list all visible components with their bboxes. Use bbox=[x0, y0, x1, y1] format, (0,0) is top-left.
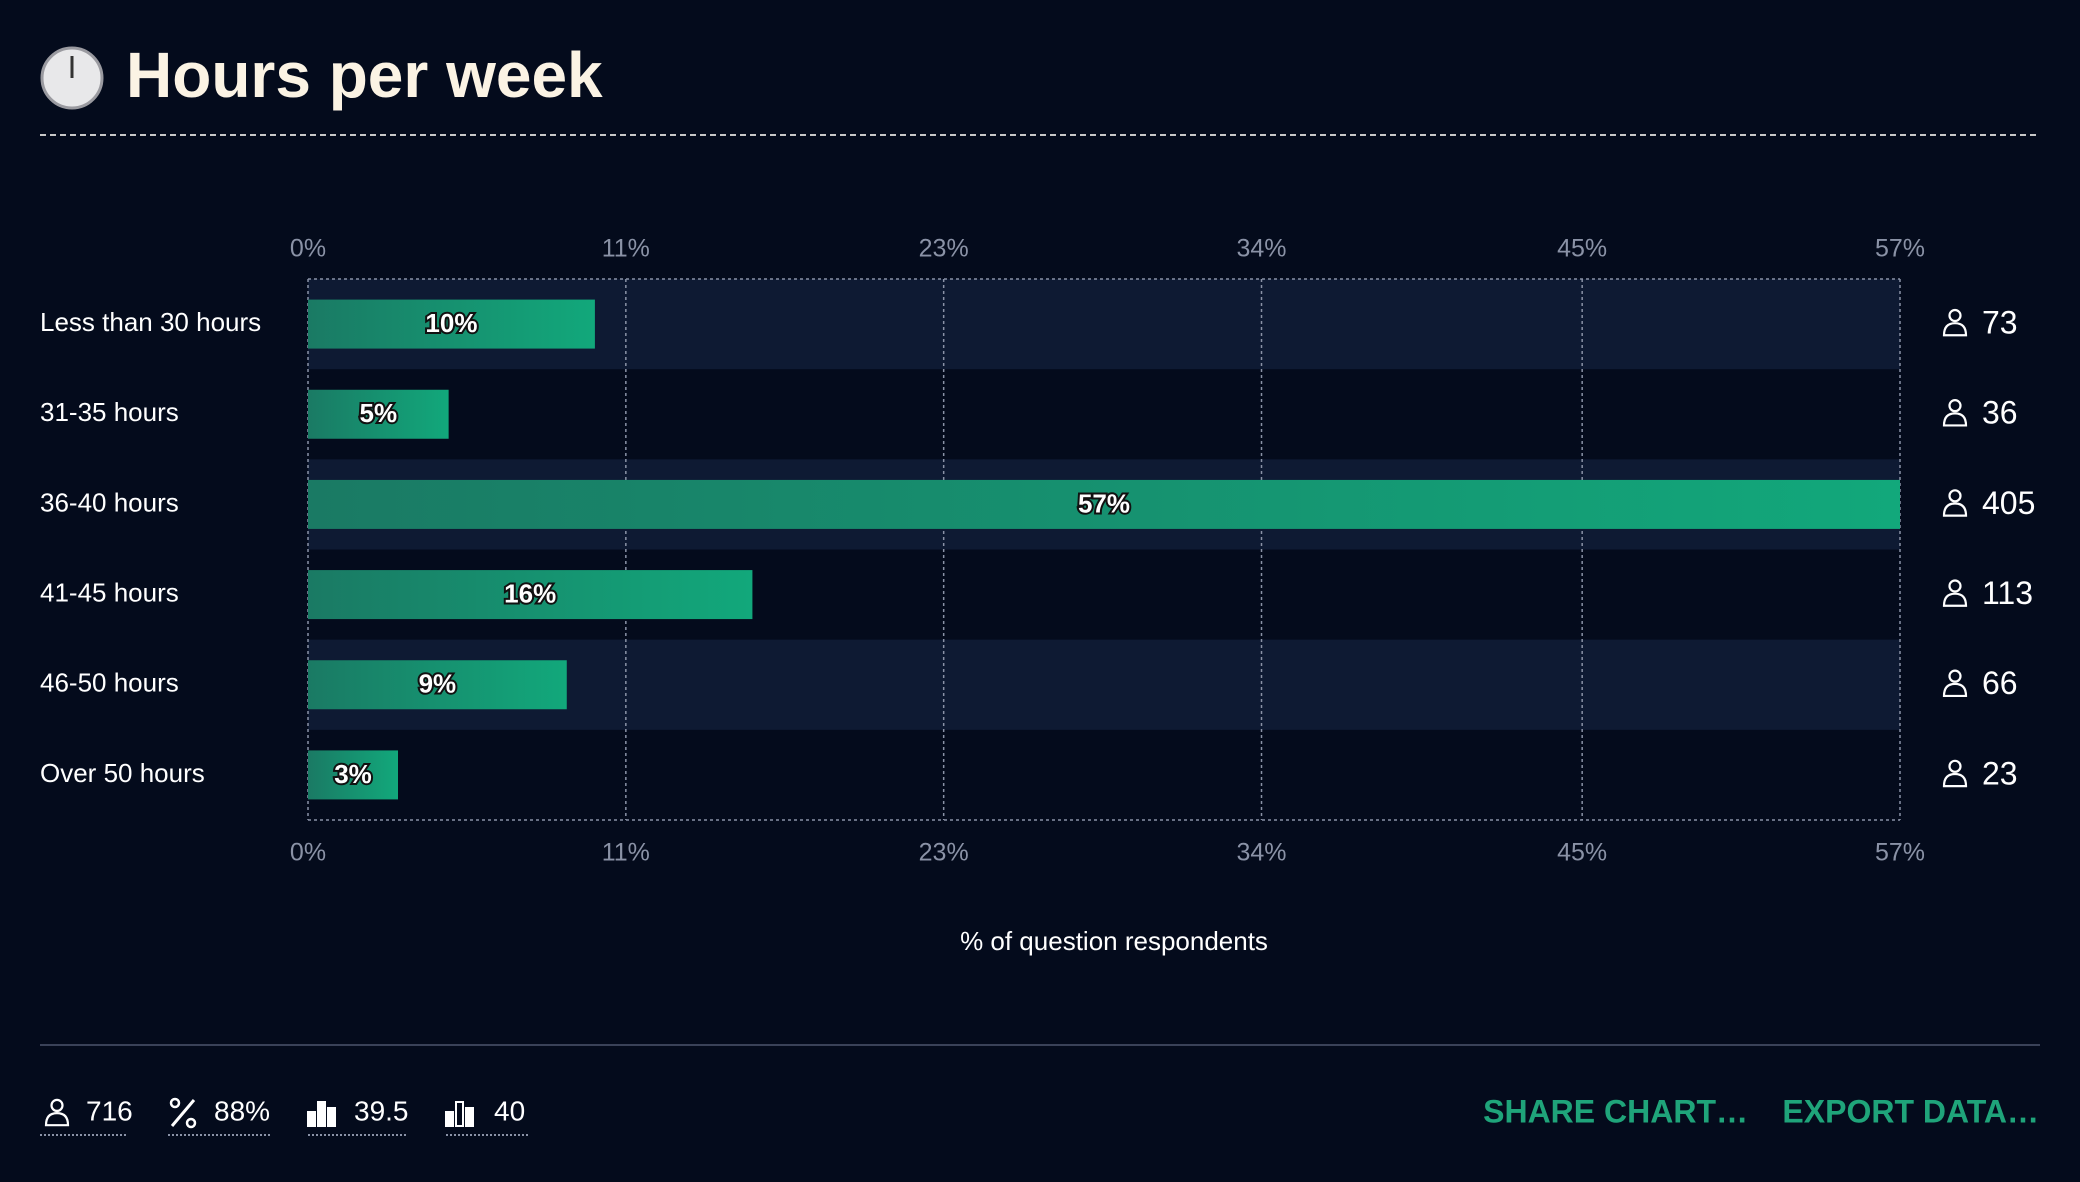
icon-head bbox=[1948, 399, 1962, 413]
x-tick-label: 11% bbox=[602, 839, 650, 867]
icon-dot bbox=[169, 1097, 181, 1109]
x-tick-label: 57% bbox=[1875, 839, 1925, 867]
x-tick-label: 11% bbox=[602, 235, 650, 263]
footer: 716 88% 39.5 40 bbox=[40, 1095, 528, 1136]
category-label: 46-50 hours bbox=[40, 668, 179, 698]
icon-body bbox=[1942, 772, 1968, 788]
person-icon bbox=[1942, 669, 1968, 698]
category-label: 36-40 hours bbox=[40, 487, 179, 517]
bar-value-label: 10% bbox=[425, 308, 477, 338]
summary-stat: 88% bbox=[214, 1095, 270, 1126]
icon-body bbox=[1942, 412, 1968, 427]
icon-dot bbox=[185, 1117, 197, 1129]
respondent-count: 36 bbox=[1982, 395, 2018, 431]
icon-body bbox=[1942, 322, 1968, 337]
bar bbox=[308, 570, 753, 620]
category-label: Less than 30 hours bbox=[40, 307, 261, 337]
x-axis-label: % of question respondents bbox=[960, 926, 1268, 956]
bar-value-label: 9% bbox=[419, 669, 457, 699]
bar bbox=[308, 299, 595, 349]
person-icon bbox=[1942, 308, 1968, 337]
bar-value-label: 16% bbox=[504, 578, 556, 608]
icon-body bbox=[44, 1111, 70, 1127]
summary-stat: 716 bbox=[86, 1095, 133, 1126]
bar bbox=[308, 389, 449, 439]
icon-bar bbox=[317, 1101, 326, 1127]
x-tick-label: 0% bbox=[290, 839, 326, 867]
bar-value-label: 3% bbox=[334, 759, 372, 789]
person-icon bbox=[1942, 399, 1968, 427]
icon-head bbox=[1948, 759, 1962, 773]
x-tick-label: 0% bbox=[290, 235, 326, 263]
icon-stroke bbox=[170, 1099, 196, 1127]
category-label: 31-35 hours bbox=[40, 397, 179, 427]
respondent-count: 66 bbox=[1982, 665, 2018, 701]
x-tick-label: 34% bbox=[1236, 839, 1286, 867]
x-tick-label: 34% bbox=[1236, 235, 1286, 263]
icon-bar bbox=[445, 1111, 454, 1127]
chart-title: Hours per week bbox=[126, 39, 603, 111]
export-data-button[interactable]: EXPORT DATA… bbox=[1782, 1093, 2039, 1129]
share-chart-button[interactable]: SHARE CHART… bbox=[1483, 1093, 1748, 1129]
icon-bar bbox=[455, 1101, 464, 1127]
icon-bar bbox=[327, 1107, 336, 1127]
bar-value-label: 57% bbox=[1078, 488, 1130, 518]
summary-stat: 39.5 bbox=[354, 1095, 409, 1126]
bar bbox=[308, 660, 567, 710]
category-label: 41-45 hours bbox=[40, 577, 179, 607]
icon-bar bbox=[465, 1107, 474, 1127]
person-icon bbox=[1942, 759, 1968, 788]
icon-head bbox=[1948, 489, 1962, 503]
x-tick-label: 57% bbox=[1875, 235, 1925, 263]
icon-bar bbox=[307, 1111, 316, 1127]
x-tick-label: 45% bbox=[1557, 839, 1607, 867]
bar bbox=[308, 750, 399, 800]
icon-head bbox=[1948, 669, 1962, 683]
person-icon bbox=[1942, 489, 1968, 517]
x-tick-label: 23% bbox=[919, 235, 969, 263]
summary-stat: 40 bbox=[494, 1095, 525, 1126]
clock-icon bbox=[40, 46, 104, 110]
x-tick-label: 45% bbox=[1557, 235, 1607, 263]
person-icon bbox=[44, 1098, 70, 1127]
respondent-count: 23 bbox=[1982, 755, 2018, 791]
icon-body bbox=[1942, 592, 1968, 607]
x-tick-label: 23% bbox=[919, 839, 969, 867]
person-icon bbox=[1942, 579, 1968, 607]
category-label: Over 50 hours bbox=[40, 758, 205, 788]
bar bbox=[308, 479, 1900, 529]
icon-head bbox=[1948, 308, 1962, 323]
row-band bbox=[308, 639, 1900, 730]
respondent-count: 113 bbox=[1982, 575, 2033, 611]
icon-head bbox=[1948, 579, 1962, 593]
icon-head bbox=[50, 1098, 64, 1113]
respondent-count: 73 bbox=[1982, 305, 2018, 341]
bar-value-label: 5% bbox=[360, 398, 398, 428]
icon-body bbox=[1942, 502, 1968, 517]
icon-body bbox=[1942, 682, 1968, 698]
respondent-count: 405 bbox=[1982, 485, 2035, 521]
